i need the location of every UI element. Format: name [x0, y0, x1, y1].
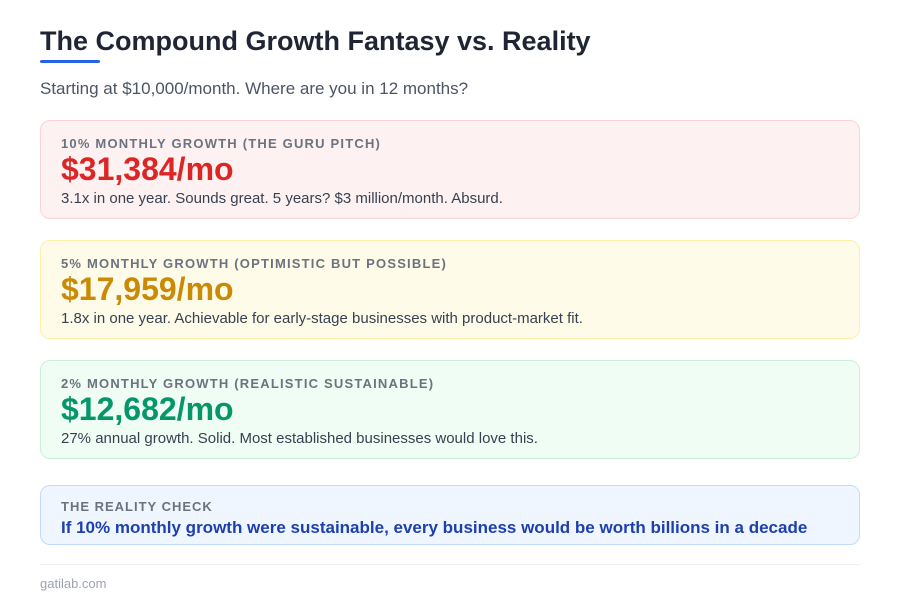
page-title: The Compound Growth Fantasy vs. Reality	[40, 26, 591, 56]
scenario-card-2pct: 2% MONTHLY GROWTH (REALISTIC SUSTAINABLE…	[40, 360, 860, 459]
scenario-label: 2% MONTHLY GROWTH (REALISTIC SUSTAINABLE…	[61, 376, 435, 391]
reality-message: If 10% monthly growth were sustainable, …	[61, 518, 808, 537]
scenario-description: 27% annual growth. Solid. Most establish…	[61, 430, 538, 447]
reality-check-card: THE REALITY CHECK If 10% monthly growth …	[40, 485, 860, 545]
reality-label: THE REALITY CHECK	[61, 499, 213, 514]
scenario-value: $12,682/mo	[61, 391, 234, 427]
scenario-value: $31,384/mo	[61, 151, 234, 187]
title-underline	[40, 60, 100, 63]
scenario-value: $17,959/mo	[61, 271, 234, 307]
scenario-label: 10% MONTHLY GROWTH (THE GURU PITCH)	[61, 136, 382, 151]
scenario-label: 5% MONTHLY GROWTH (OPTIMISTIC BUT POSSIB…	[61, 256, 448, 271]
scenario-description: 1.8x in one year. Achievable for early-s…	[61, 310, 583, 327]
footer-source: gatilab.com	[40, 576, 107, 591]
scenario-card-10pct: 10% MONTHLY GROWTH (THE GURU PITCH) $31,…	[40, 120, 860, 219]
scenario-description: 3.1x in one year. Sounds great. 5 years?…	[61, 190, 503, 207]
page-subtitle: Starting at $10,000/month. Where are you…	[40, 79, 469, 98]
scenario-card-5pct: 5% MONTHLY GROWTH (OPTIMISTIC BUT POSSIB…	[40, 240, 860, 339]
footer-divider	[40, 564, 860, 565]
